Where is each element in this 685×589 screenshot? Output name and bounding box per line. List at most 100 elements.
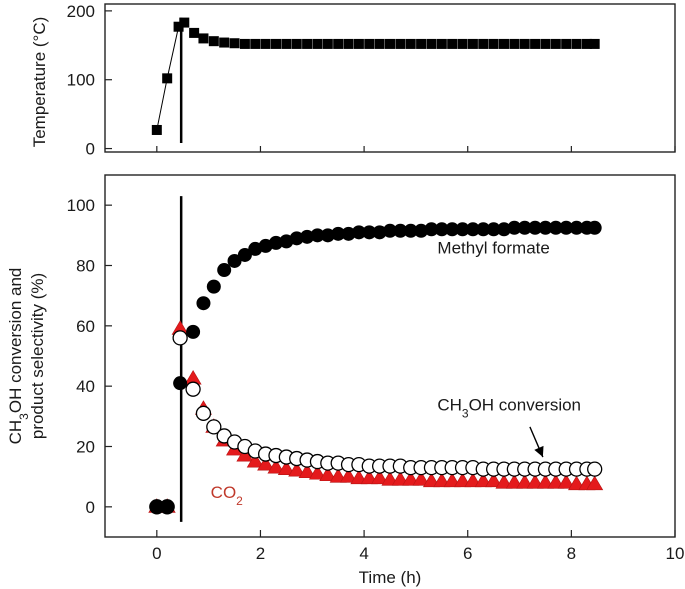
co2-point [371,469,389,485]
co2-point [586,475,604,491]
methyl-formate-point [507,220,522,235]
temperature-panel-frame [104,3,676,153]
co2-point [454,472,472,488]
methyl-formate-point [227,253,242,268]
temperature-point [530,38,541,49]
ch3oh-conversion-point [587,461,603,477]
y-tick-label: 20 [76,438,95,457]
co2-point [381,471,399,486]
co2-point [464,472,482,488]
temperature-point [281,38,292,49]
methyl-formate-point [424,222,439,237]
temperature-point [405,38,416,49]
co2-point [319,466,337,482]
methyl-formate-point [569,220,584,235]
temperature-point [189,27,200,38]
temperature-point [374,38,385,49]
methyl-formate-point [476,222,491,237]
temperature-point [467,38,478,49]
methyl-formate-point [289,231,304,246]
co2-point [329,468,347,483]
temperature-point [271,38,281,49]
co2-point [505,474,523,489]
temperature-point [239,38,250,49]
methyl-formate-point [465,222,480,237]
co2-point [391,471,409,486]
temperature-point [447,38,458,49]
temperature-point [151,124,162,135]
temperature-point [229,38,240,49]
co2-point [267,459,285,474]
temperature-point [333,38,344,49]
co2-point [516,474,534,489]
annotation-ch3oh-conversion: CH3OH conversion [437,395,581,420]
temperature-point [395,38,406,49]
y-tick-label: 100 [67,71,95,90]
methyl-formate-point [341,226,356,241]
co2-point [257,456,275,471]
methyl-formate-point [331,226,346,241]
temperature-point [179,17,190,28]
x-tick-label: 10 [666,544,685,563]
methyl-formate-point [160,499,175,514]
y-tick-label: 200 [67,2,95,21]
methyl-formate-point [587,220,602,235]
temperature-point [589,38,600,49]
temperature-point [509,38,520,49]
temperature-point [291,38,302,49]
methyl-formate-point [362,225,377,240]
co2-point [277,460,295,476]
y-axis-label-temperature: Temperature (°C) [30,17,49,148]
co2-point [557,474,575,489]
temperature-point [478,38,489,49]
temperature-point [426,38,437,49]
temperature-point [457,38,468,49]
temperature-point [364,38,375,49]
temperature-point [581,38,592,49]
methyl-formate-point [186,324,201,339]
co2-point [308,465,326,480]
y-tick-label: 60 [76,317,95,336]
co2-point [340,468,358,483]
ch3oh-conversion-point [172,330,188,346]
ch3oh-conversion-point [206,419,222,435]
methyl-formate-point [300,229,315,244]
temperature-point [250,38,261,49]
methyl-formate-point [548,220,563,235]
x-tick-label: 2 [256,544,265,563]
temperature-point [571,38,582,49]
temperature-point [343,38,354,49]
temperature-point [499,38,509,49]
y-tick-label: 100 [67,196,95,215]
temperature-point [488,38,499,49]
methyl-formate-point [383,223,397,238]
temperature-point [198,33,209,44]
co2-point [402,471,420,486]
methyl-formate-point [149,499,164,514]
annotation-arrow-head [534,445,544,458]
co2-point [547,474,565,489]
methyl-formate-point [497,222,511,237]
temperature-point [353,38,364,49]
y-axis-label-line1: CH3OH conversion and [6,268,31,445]
methyl-formate-point [206,279,221,294]
conversion-panel-frame [104,174,676,538]
methyl-formate-point [414,223,429,238]
co2-point [288,462,306,477]
methyl-formate-point [538,220,553,235]
methyl-formate-point [445,222,460,237]
y-tick-label: 0 [86,140,95,159]
temperature-point [540,38,551,49]
methyl-formate-point [434,222,449,237]
temperature-panel: 0 100 200 Temperature (°C) [30,2,676,159]
co2-point [246,452,264,468]
methyl-formate-point [237,247,252,262]
co2-point [298,463,316,479]
temperature-point [416,38,427,49]
y-tick-label: 40 [76,377,95,396]
methyl-formate-point [559,220,574,235]
co2-point [474,472,492,488]
temperature-point [173,21,184,32]
ch3oh-conversion-point [185,381,201,397]
